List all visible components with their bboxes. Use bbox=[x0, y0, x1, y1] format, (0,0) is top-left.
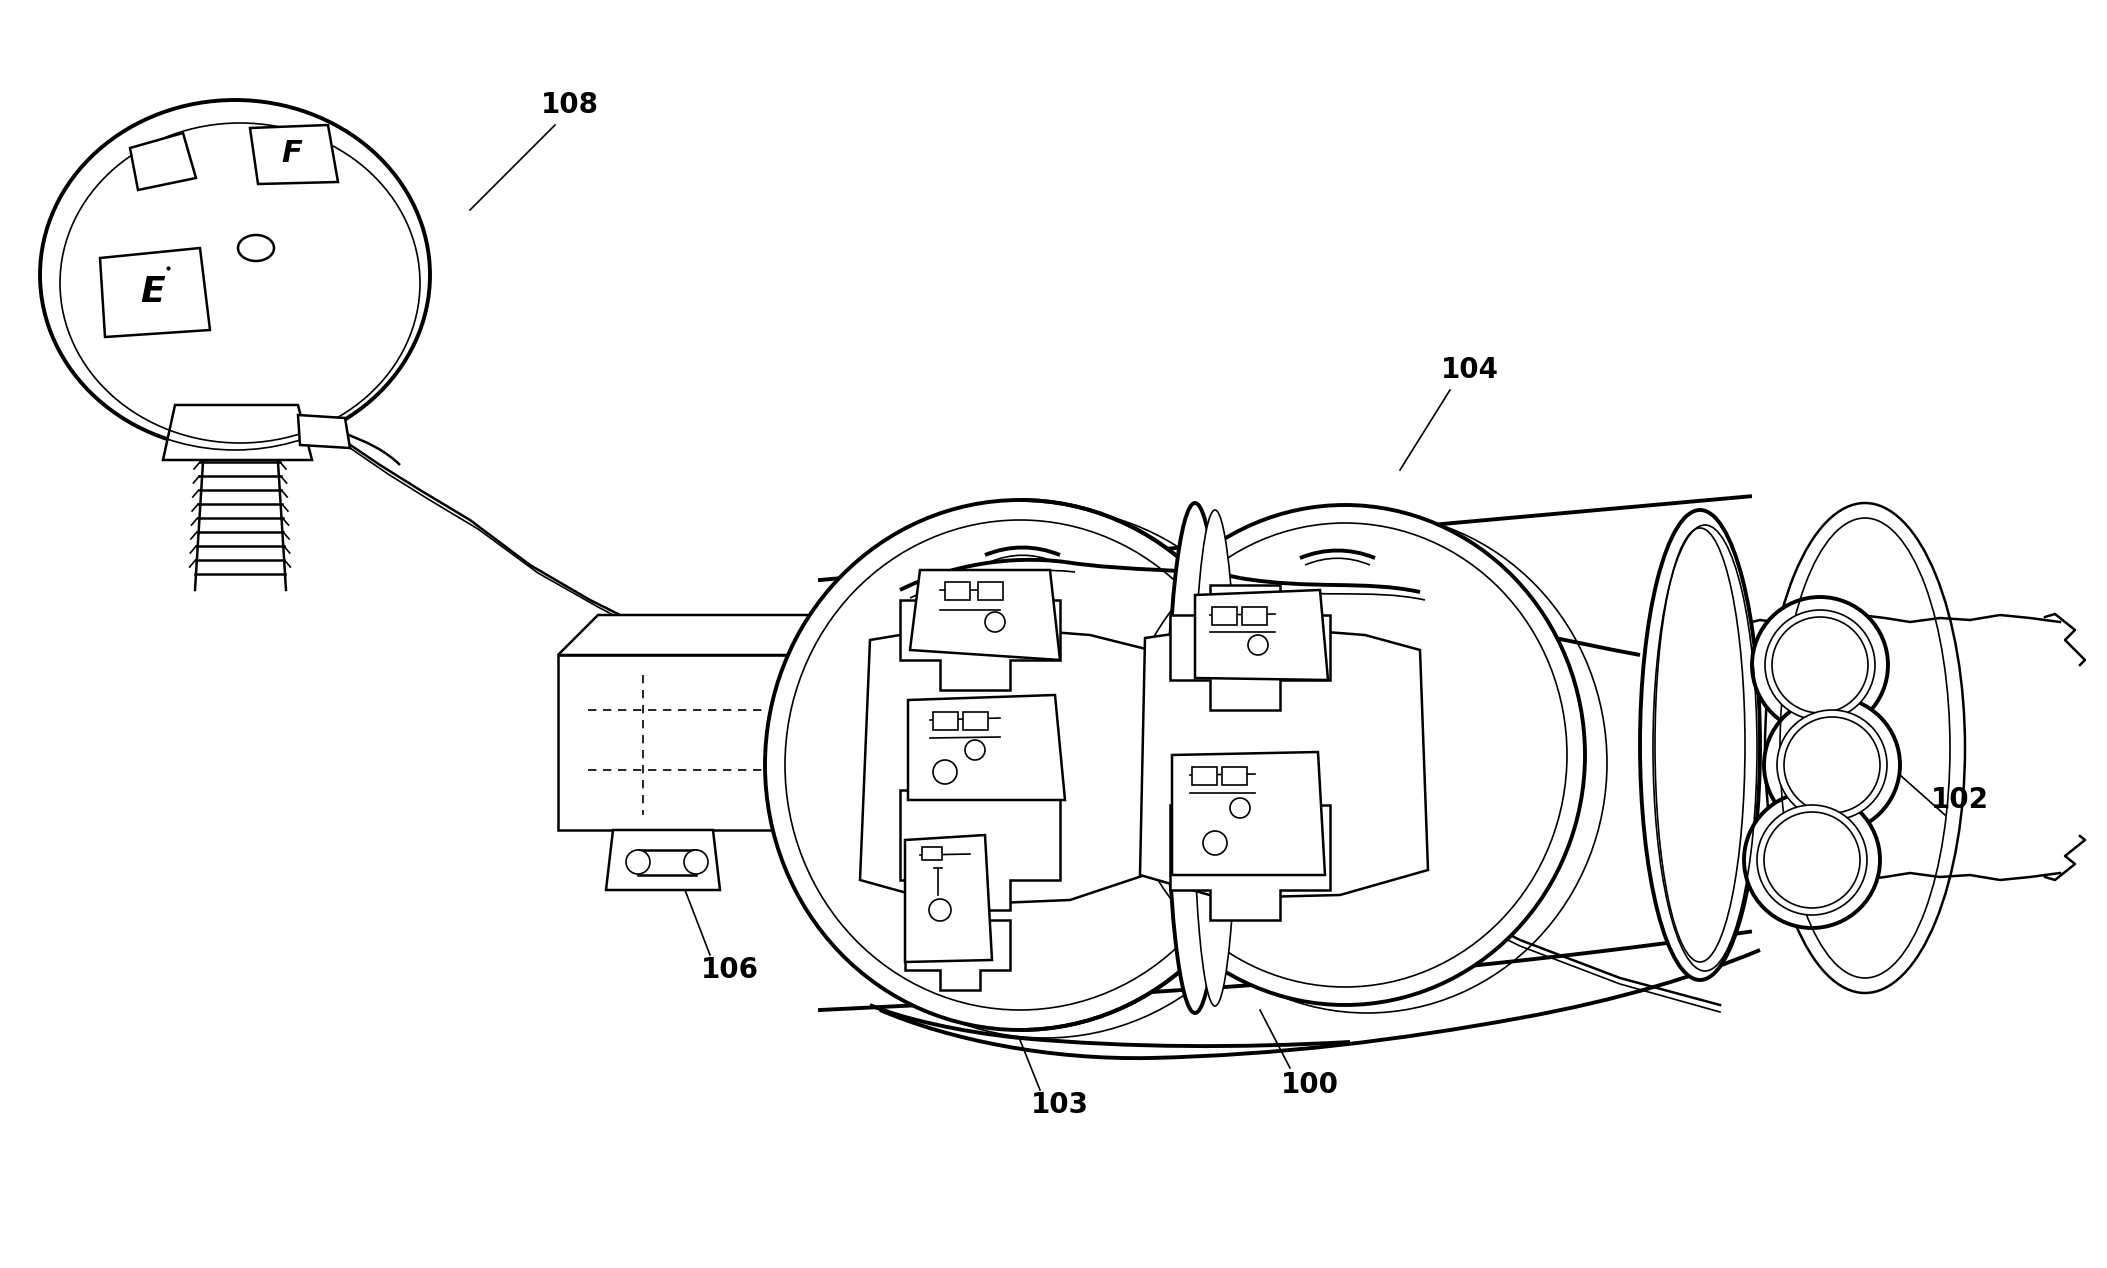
Ellipse shape bbox=[1766, 610, 1875, 720]
Polygon shape bbox=[1140, 625, 1429, 898]
Polygon shape bbox=[906, 836, 992, 962]
Polygon shape bbox=[978, 582, 1003, 600]
Polygon shape bbox=[251, 126, 337, 184]
Polygon shape bbox=[131, 133, 196, 190]
Ellipse shape bbox=[238, 235, 274, 261]
Ellipse shape bbox=[1104, 505, 1584, 1006]
Ellipse shape bbox=[1193, 510, 1237, 1006]
Polygon shape bbox=[1241, 607, 1266, 625]
Polygon shape bbox=[860, 625, 1161, 905]
Polygon shape bbox=[558, 656, 788, 831]
Ellipse shape bbox=[933, 760, 957, 784]
Polygon shape bbox=[1171, 752, 1325, 875]
Polygon shape bbox=[906, 900, 1009, 990]
Ellipse shape bbox=[1745, 792, 1879, 928]
Polygon shape bbox=[900, 760, 1060, 910]
Ellipse shape bbox=[929, 899, 950, 921]
Ellipse shape bbox=[1654, 527, 1745, 962]
Polygon shape bbox=[1169, 775, 1330, 921]
Polygon shape bbox=[1212, 607, 1237, 625]
Ellipse shape bbox=[1203, 831, 1226, 855]
Polygon shape bbox=[558, 615, 828, 656]
Ellipse shape bbox=[1247, 635, 1268, 656]
Text: 108: 108 bbox=[541, 91, 598, 119]
Ellipse shape bbox=[1123, 522, 1568, 987]
Text: F: F bbox=[282, 138, 303, 167]
Ellipse shape bbox=[1753, 597, 1888, 733]
Ellipse shape bbox=[984, 612, 1005, 631]
Polygon shape bbox=[1193, 767, 1218, 785]
Text: 100: 100 bbox=[1281, 1071, 1340, 1099]
Text: 104: 104 bbox=[1441, 356, 1498, 384]
Ellipse shape bbox=[765, 500, 1275, 1030]
Ellipse shape bbox=[40, 100, 430, 450]
Ellipse shape bbox=[1776, 710, 1888, 820]
Polygon shape bbox=[297, 415, 350, 448]
Text: 106: 106 bbox=[702, 956, 759, 984]
Polygon shape bbox=[933, 713, 959, 730]
Polygon shape bbox=[162, 404, 312, 460]
Polygon shape bbox=[1169, 585, 1330, 710]
Polygon shape bbox=[900, 571, 1060, 690]
Polygon shape bbox=[638, 850, 695, 875]
Ellipse shape bbox=[1639, 510, 1759, 980]
Text: 102: 102 bbox=[1930, 786, 1989, 814]
Ellipse shape bbox=[1230, 798, 1249, 818]
Polygon shape bbox=[908, 695, 1064, 800]
Ellipse shape bbox=[626, 850, 649, 874]
Text: 103: 103 bbox=[1030, 1090, 1089, 1118]
Text: E: E bbox=[141, 275, 164, 309]
Polygon shape bbox=[1195, 590, 1327, 680]
Polygon shape bbox=[788, 615, 828, 831]
Ellipse shape bbox=[786, 520, 1256, 1011]
Polygon shape bbox=[607, 831, 721, 890]
Polygon shape bbox=[923, 847, 942, 860]
Polygon shape bbox=[946, 582, 969, 600]
Polygon shape bbox=[1222, 767, 1247, 785]
Polygon shape bbox=[910, 571, 1060, 661]
Ellipse shape bbox=[965, 741, 984, 760]
Ellipse shape bbox=[685, 850, 708, 874]
Polygon shape bbox=[99, 249, 211, 337]
Ellipse shape bbox=[1167, 503, 1222, 1013]
Ellipse shape bbox=[1757, 805, 1867, 915]
Polygon shape bbox=[963, 713, 988, 730]
Ellipse shape bbox=[1764, 697, 1901, 833]
